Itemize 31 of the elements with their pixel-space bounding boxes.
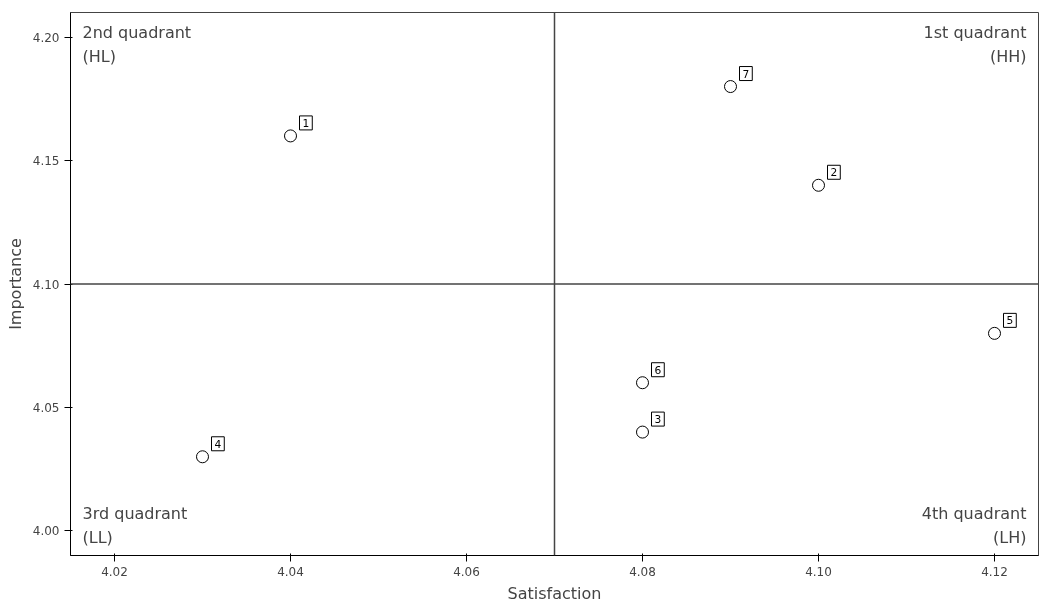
y-tick-label: 4.00 — [32, 524, 60, 539]
x-tick-label: 4.06 — [453, 564, 480, 579]
series-label: 3 — [654, 413, 662, 427]
series-label: 1 — [302, 116, 310, 130]
x-tick-label: 4.02 — [101, 564, 128, 579]
annotation: 1st quadrant (HH) — [923, 22, 1027, 67]
x-tick-label: 4.12 — [981, 564, 1008, 579]
annotation: 3rd quadrant (LL) — [82, 503, 188, 548]
y-tick-label: 4.20 — [32, 30, 60, 45]
y-axis-title: Importance — [5, 238, 25, 330]
point — [724, 80, 737, 94]
point — [196, 450, 209, 464]
series-label: 6 — [654, 363, 662, 377]
point — [636, 425, 649, 439]
series-label: 4 — [214, 437, 222, 451]
point — [812, 178, 825, 192]
series-label: 7 — [742, 67, 750, 81]
series-label: 5 — [1006, 314, 1014, 328]
point — [284, 129, 297, 143]
point — [636, 376, 649, 390]
series-label: 2 — [830, 166, 838, 180]
y-tick-label: 4.15 — [32, 154, 60, 169]
y-tick-label: 4.10 — [32, 277, 60, 292]
x-axis-title: Satisfaction — [507, 583, 602, 603]
x-tick-label: 4.08 — [629, 564, 656, 579]
x-tick-label: 4.04 — [277, 564, 304, 579]
point — [988, 326, 1001, 340]
y-tick-label: 4.05 — [32, 400, 60, 415]
annotation: 2nd quadrant (HL) — [82, 22, 192, 67]
annotation: 4th quadrant (LH) — [921, 503, 1027, 548]
x-tick-label: 4.10 — [805, 564, 832, 579]
